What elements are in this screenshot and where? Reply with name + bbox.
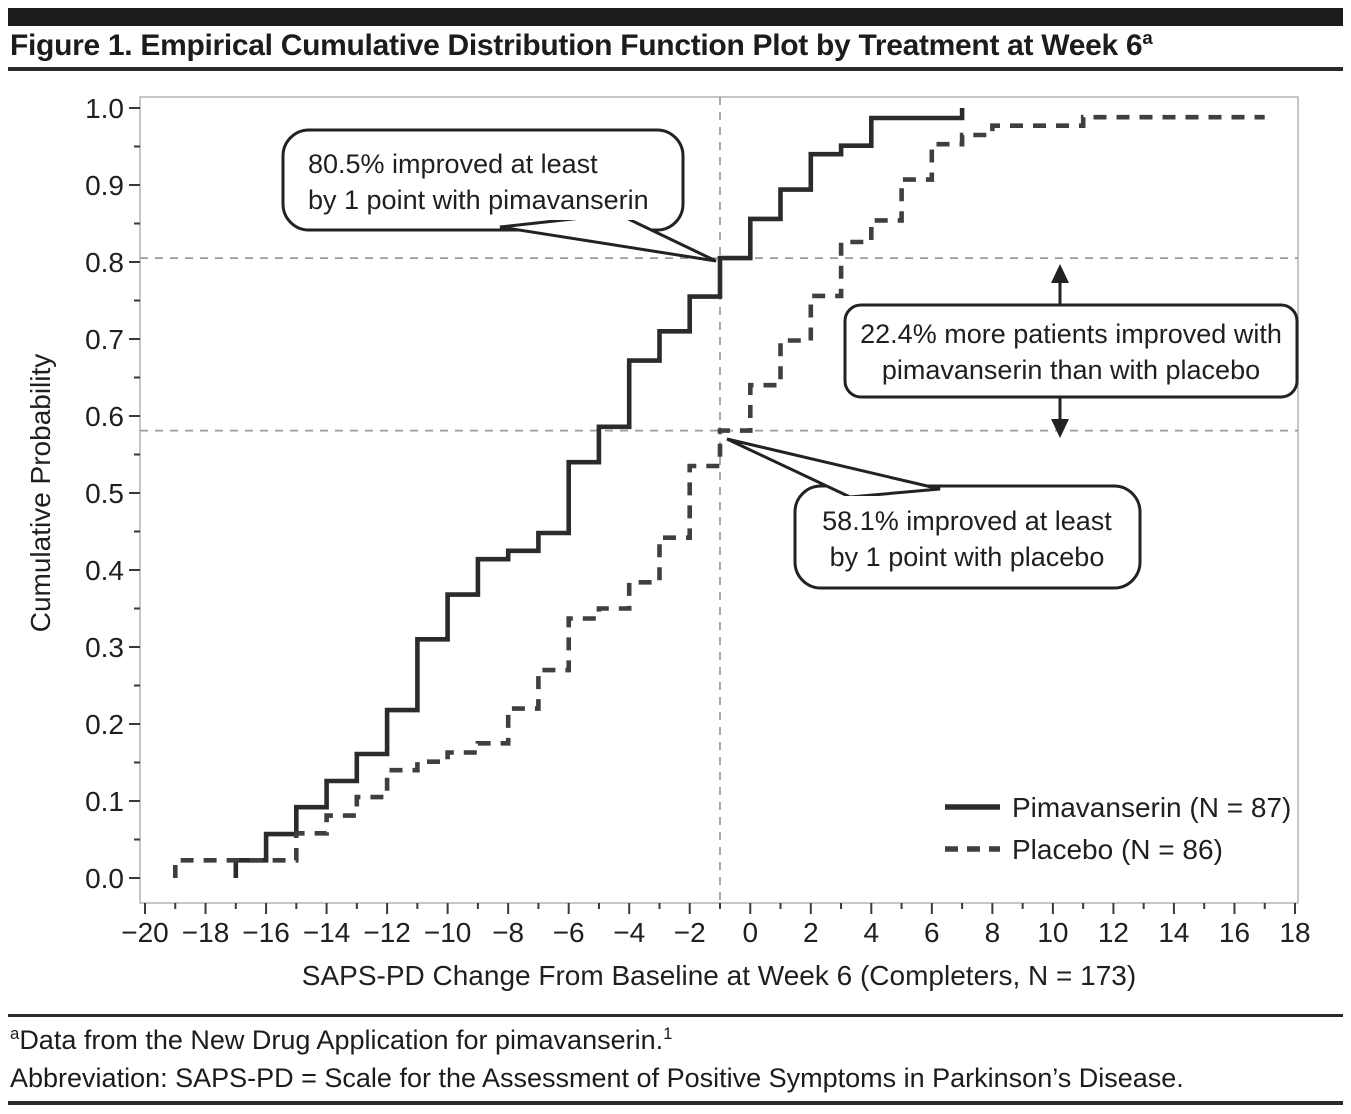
x-tick-label: 4	[864, 917, 880, 948]
x-tick-label: −8	[492, 917, 524, 948]
x-tick-label: 6	[924, 917, 940, 948]
annotation-pimavanserin: 80.5% improved at least by 1 point with p…	[281, 128, 717, 263]
axes: −20 −18 −16 −14 −12 −10 −8 −6 −4 −2 0 2 4 6 8 10 12 14 16 1…	[25, 93, 1311, 991]
y-tick-label: 0.5	[85, 478, 124, 509]
figure-title-superscript: a	[1142, 27, 1153, 48]
y-tick-label: 0.7	[85, 324, 124, 355]
x-tick-label: 12	[1098, 917, 1129, 948]
annotation-placebo-tail	[726, 437, 941, 499]
reference-lines	[140, 97, 1298, 903]
figure-title: Figure 1. Empirical Cumulative Distribut…	[10, 27, 1153, 63]
x-tick-label: −14	[303, 917, 351, 948]
annotation-placebo-fill	[812, 496, 1123, 578]
difference-arrow-up-head	[1051, 264, 1069, 283]
x-tick-label: −12	[363, 917, 411, 948]
annotation-difference-line1: 22.4% more patients improved with	[860, 319, 1282, 349]
annotation-difference-line2: pimavanserin than with placebo	[882, 355, 1260, 385]
y-axis-title: Cumulative Probability	[25, 354, 56, 633]
footnote-1: aData from the New Drug Application for …	[10, 1024, 672, 1056]
x-tick-label: 14	[1158, 917, 1189, 948]
annotation-difference-box	[843, 303, 1299, 399]
x-tick-label: −10	[424, 917, 472, 948]
figure-title-text: Figure 1. Empirical Cumulative Distribut…	[10, 29, 1143, 62]
footnote-2-text: Abbreviation: SAPS-PD = Scale for the As…	[10, 1063, 1184, 1093]
bottom-border-bar	[8, 1101, 1343, 1105]
annotation-pimavanserin-tail	[499, 212, 717, 263]
x-tick-label: 2	[803, 917, 819, 948]
difference-arrow-down-head	[1051, 419, 1069, 438]
annotation-pimavanserin-line1: 80.5% improved at least	[308, 149, 598, 179]
y-tick-label: 1.0	[85, 93, 124, 124]
x-tick-label: −16	[242, 917, 290, 948]
y-tick-label: 0.1	[85, 786, 124, 817]
x-tick-label: −4	[613, 917, 645, 948]
annotation-pimavanserin-fill	[300, 140, 666, 220]
x-tick-label: −6	[553, 917, 585, 948]
x-axis-title: SAPS-PD Change From Baseline at Week 6 (…	[302, 960, 1136, 991]
x-tick-label: 18	[1279, 917, 1310, 948]
y-tick-label: 0.6	[85, 401, 124, 432]
y-tick-label: 0.8	[85, 247, 124, 278]
legend-label: Placebo (N = 86)	[1012, 834, 1223, 865]
footnote-1-superscript: a	[10, 1024, 20, 1043]
x-tick-label: −2	[674, 917, 706, 948]
pimavanserin-curve	[233, 108, 965, 878]
footnote-1-citation: 1	[663, 1024, 673, 1043]
y-tick-label: 0.2	[85, 709, 124, 740]
x-tick-label: 0	[742, 917, 758, 948]
footnote-1-text: Data from the New Drug Application for p…	[19, 1025, 664, 1055]
top-border-bar	[8, 8, 1343, 26]
annotation-placebo-line2: by 1 point with placebo	[830, 542, 1105, 572]
annotation-placebo: 58.1% improved at least by 1 point with p…	[726, 437, 1142, 590]
placebo-curve	[173, 114, 1265, 878]
y-tick-label: 0.3	[85, 632, 124, 663]
curves	[173, 108, 1265, 878]
x-tick-label: −18	[182, 917, 230, 948]
x-tick-label: 10	[1037, 917, 1068, 948]
x-tick-label: 16	[1219, 917, 1250, 948]
y-tick-label: 0.9	[85, 170, 124, 201]
y-tick-label: 0.0	[85, 863, 124, 894]
annotation-pimavanserin-line2: by 1 point with pimavanserin	[308, 185, 649, 215]
y-tick-label: 0.4	[85, 555, 124, 586]
legend: Pimavanserin (N = 87) Placebo (N = 86)	[945, 792, 1291, 865]
x-tick-label: −20	[121, 917, 169, 948]
legend-label: Pimavanserin (N = 87)	[1012, 792, 1291, 823]
x-tick-label: 8	[985, 917, 1001, 948]
annotation-difference: 22.4% more patients improved with pimavan…	[843, 264, 1299, 438]
footnote-divider	[8, 1014, 1343, 1017]
footnote-2: Abbreviation: SAPS-PD = Scale for the As…	[10, 1063, 1184, 1094]
title-divider	[8, 67, 1343, 71]
annotation-placebo-line1: 58.1% improved at least	[822, 506, 1112, 536]
